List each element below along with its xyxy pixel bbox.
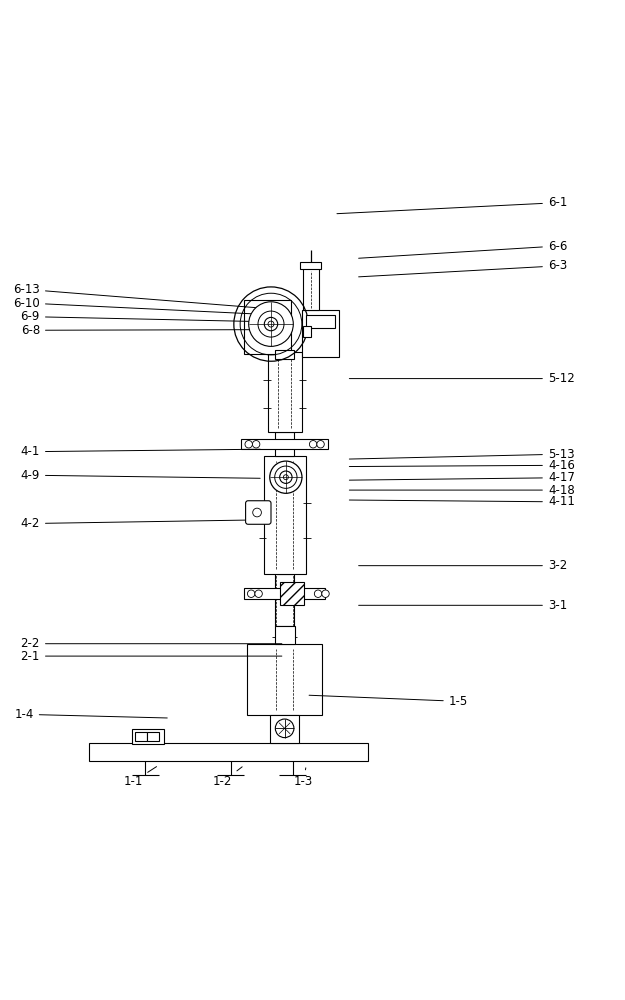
Circle shape: [314, 590, 322, 597]
Text: 6-10: 6-10: [13, 297, 257, 314]
Text: 6-1: 6-1: [337, 196, 568, 214]
Circle shape: [264, 317, 278, 331]
Bar: [248, 644, 322, 715]
Circle shape: [317, 441, 324, 448]
Text: 4-18: 4-18: [349, 484, 574, 497]
Circle shape: [322, 590, 329, 597]
Circle shape: [253, 441, 260, 448]
Circle shape: [255, 590, 262, 597]
Circle shape: [248, 590, 255, 597]
Circle shape: [258, 311, 284, 337]
Text: 1-5: 1-5: [309, 695, 468, 708]
Text: 4-2: 4-2: [21, 517, 260, 530]
Bar: [244, 588, 325, 599]
FancyBboxPatch shape: [246, 501, 271, 524]
Bar: [300, 262, 321, 269]
Circle shape: [275, 466, 297, 488]
Text: 4-16: 4-16: [349, 459, 575, 472]
Bar: [302, 264, 319, 310]
Bar: [280, 582, 304, 605]
Bar: [306, 315, 336, 328]
Bar: [244, 300, 291, 354]
Text: 6-13: 6-13: [13, 283, 257, 308]
Circle shape: [276, 719, 294, 738]
Circle shape: [279, 471, 292, 483]
Circle shape: [245, 441, 252, 448]
Text: 1-1: 1-1: [123, 767, 156, 788]
Text: 6-3: 6-3: [359, 259, 567, 277]
Text: 4-1: 4-1: [21, 445, 260, 458]
Bar: [276, 432, 294, 456]
Circle shape: [309, 441, 317, 448]
Text: 6-9: 6-9: [21, 310, 257, 323]
Bar: [302, 310, 339, 357]
Text: 3-2: 3-2: [359, 559, 567, 572]
Circle shape: [283, 475, 288, 480]
Text: 5-13: 5-13: [349, 448, 574, 461]
Bar: [303, 326, 311, 337]
Bar: [276, 350, 294, 359]
Circle shape: [268, 321, 274, 327]
Text: 3-1: 3-1: [359, 599, 567, 612]
Text: 4-11: 4-11: [349, 495, 575, 508]
Bar: [89, 743, 368, 761]
Text: 6-8: 6-8: [21, 324, 257, 337]
Bar: [275, 626, 294, 644]
Bar: [270, 715, 299, 743]
Bar: [264, 456, 306, 574]
Circle shape: [270, 461, 302, 493]
Text: 1-4: 1-4: [14, 708, 168, 721]
Circle shape: [249, 302, 293, 346]
Bar: [241, 439, 328, 449]
Text: 1-3: 1-3: [294, 768, 313, 788]
Text: 5-12: 5-12: [349, 372, 574, 385]
Text: 2-2: 2-2: [21, 637, 282, 650]
Text: 4-17: 4-17: [349, 471, 575, 484]
Bar: [268, 352, 302, 432]
Text: 6-6: 6-6: [359, 240, 568, 258]
Bar: [132, 729, 164, 744]
Circle shape: [253, 508, 261, 517]
Bar: [135, 732, 147, 741]
Text: 4-9: 4-9: [21, 469, 260, 482]
Bar: [147, 732, 159, 741]
Text: 2-1: 2-1: [21, 650, 282, 663]
Text: 1-2: 1-2: [213, 767, 242, 788]
Bar: [276, 574, 294, 626]
